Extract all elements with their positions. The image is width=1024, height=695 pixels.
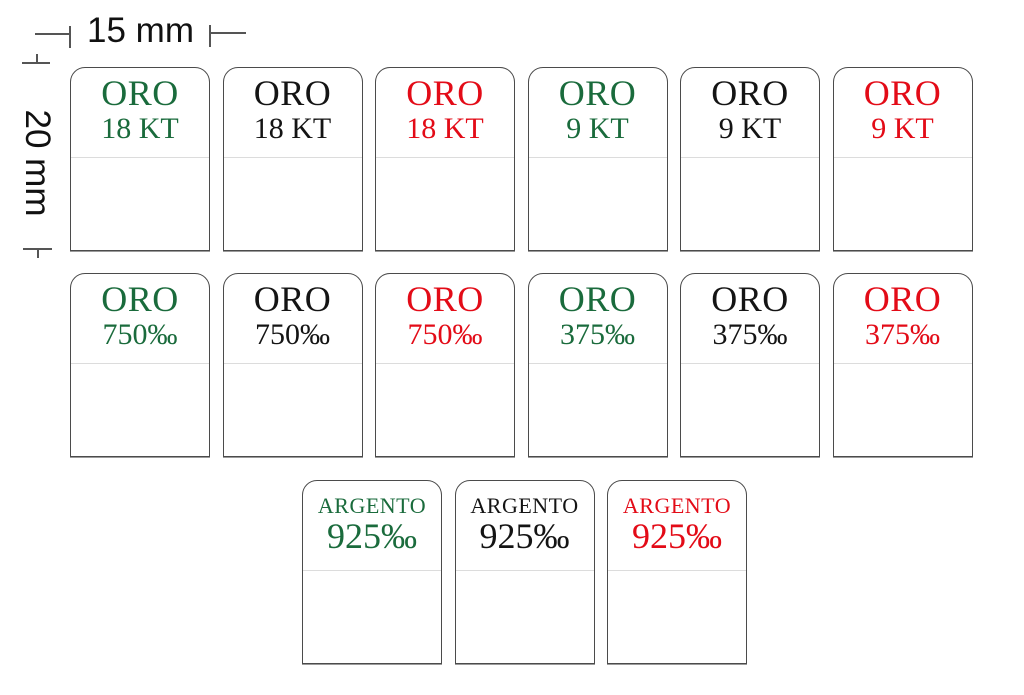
label-line2: 375‰ [560,317,635,351]
label-line2: 750‰ [102,317,178,351]
height-dimension-top-line [22,62,50,64]
label-oro-9kt-black: ORO 9 KT [680,67,820,251]
label-line1: ORO [558,279,637,319]
label-oro-375-red: ORO 375‰ [832,273,973,457]
label-line1: ORO [711,73,789,113]
label-text-area: ARGENTO 925‰ [303,481,441,571]
label-blank-area [681,364,819,456]
label-blank-area [681,158,819,250]
label-line2: 18 KT [406,111,484,145]
label-line1: ORO [101,73,179,113]
label-line2: 9 KT [566,111,629,145]
label-line2: 18 KT [253,111,332,145]
label-argento-925-green: ARGENTO 925‰ [302,480,442,664]
label-line1: ORO [863,73,942,113]
label-text-area: ARGENTO 925‰ [608,481,746,571]
label-blank-area [529,158,667,250]
label-line1: ARGENTO [470,493,579,518]
label-row-3: ARGENTO 925‰ ARGENTO 925‰ ARGENTO 925‰ [302,480,747,664]
label-text-area: ORO 750‰ [376,274,514,364]
label-blank-area [224,158,362,250]
label-oro-750-red: ORO 750‰ [375,273,515,457]
label-blank-area [71,158,209,250]
label-text-area: ORO 18 KT [71,68,209,158]
label-text-area: ORO 18 KT [223,68,362,158]
label-text-area: ORO 9 KT [681,68,819,158]
label-line2: 375‰ [865,317,940,351]
label-oro-9kt-green: ORO 9 KT [527,67,668,251]
width-dimension-left-tick [69,26,71,48]
label-line2: 375‰ [712,317,788,351]
label-text-area: ORO 750‰ [71,274,209,364]
label-line1: ORO [101,279,179,319]
height-dimension-top-tick [36,54,38,63]
width-dimension-right-tick [209,25,211,47]
label-text-area: ORO 375‰ [833,274,972,364]
height-dimension-label: 20 mm [18,109,57,217]
label-blank-area [529,364,667,456]
label-line2: 925‰ [479,516,570,557]
label-blank-area [71,364,209,456]
label-line1: ORO [253,279,332,319]
label-line2: 750‰ [407,317,483,351]
label-line2: 9 KT [718,111,782,145]
width-dimension-label: 15 mm [87,11,194,50]
label-blank-area [834,158,972,250]
label-text-area: ORO 9 KT [528,68,667,158]
label-argento-925-red: ARGENTO 925‰ [607,480,747,664]
label-oro-18kt-red: ORO 18 KT [375,67,515,251]
width-dimension-right-line [209,32,246,34]
label-oro-375-black: ORO 375‰ [680,273,820,457]
label-oro-9kt-red: ORO 9 KT [832,67,973,251]
label-blank-area [608,571,746,663]
label-line1: ORO [711,279,789,319]
label-line2: 925‰ [327,516,417,557]
label-line2: 925‰ [632,516,722,557]
label-line1: ORO [863,279,942,319]
label-line2: 18 KT [101,111,179,145]
label-line1: ARGENTO [622,493,732,518]
label-line1: ARGENTO [317,493,427,518]
label-text-area: ORO 375‰ [681,274,819,364]
label-oro-375-green: ORO 375‰ [527,273,668,457]
label-text-area: ORO 9 KT [833,68,972,158]
label-line2: 9 KT [871,111,934,145]
label-argento-925-black: ARGENTO 925‰ [454,480,595,664]
label-blank-area [303,571,441,663]
label-line2: 750‰ [255,317,330,351]
label-row-2: ORO 750‰ ORO 750‰ ORO 750‰ ORO 375‰ [70,273,973,457]
label-line1: ORO [406,279,484,319]
height-dimension-bottom-tick [37,249,39,258]
label-line1: ORO [253,73,332,113]
label-blank-area [376,364,514,456]
label-blank-area [834,364,972,456]
label-row-1: ORO 18 KT ORO 18 KT ORO 18 KT ORO 9 KT [70,67,973,251]
label-blank-area [456,571,594,663]
label-oro-18kt-green: ORO 18 KT [70,67,210,251]
label-oro-750-black: ORO 750‰ [222,273,363,457]
label-text-area: ORO 750‰ [223,274,362,364]
label-line1: ORO [406,73,484,113]
label-oro-750-green: ORO 750‰ [70,273,210,457]
label-oro-18kt-black: ORO 18 KT [222,67,363,251]
label-blank-area [224,364,362,456]
label-text-area: ORO 18 KT [376,68,514,158]
label-line1: ORO [558,73,637,113]
label-blank-area [376,158,514,250]
width-dimension-left-line [35,33,70,35]
label-text-area: ARGENTO 925‰ [455,481,594,571]
label-text-area: ORO 375‰ [528,274,667,364]
